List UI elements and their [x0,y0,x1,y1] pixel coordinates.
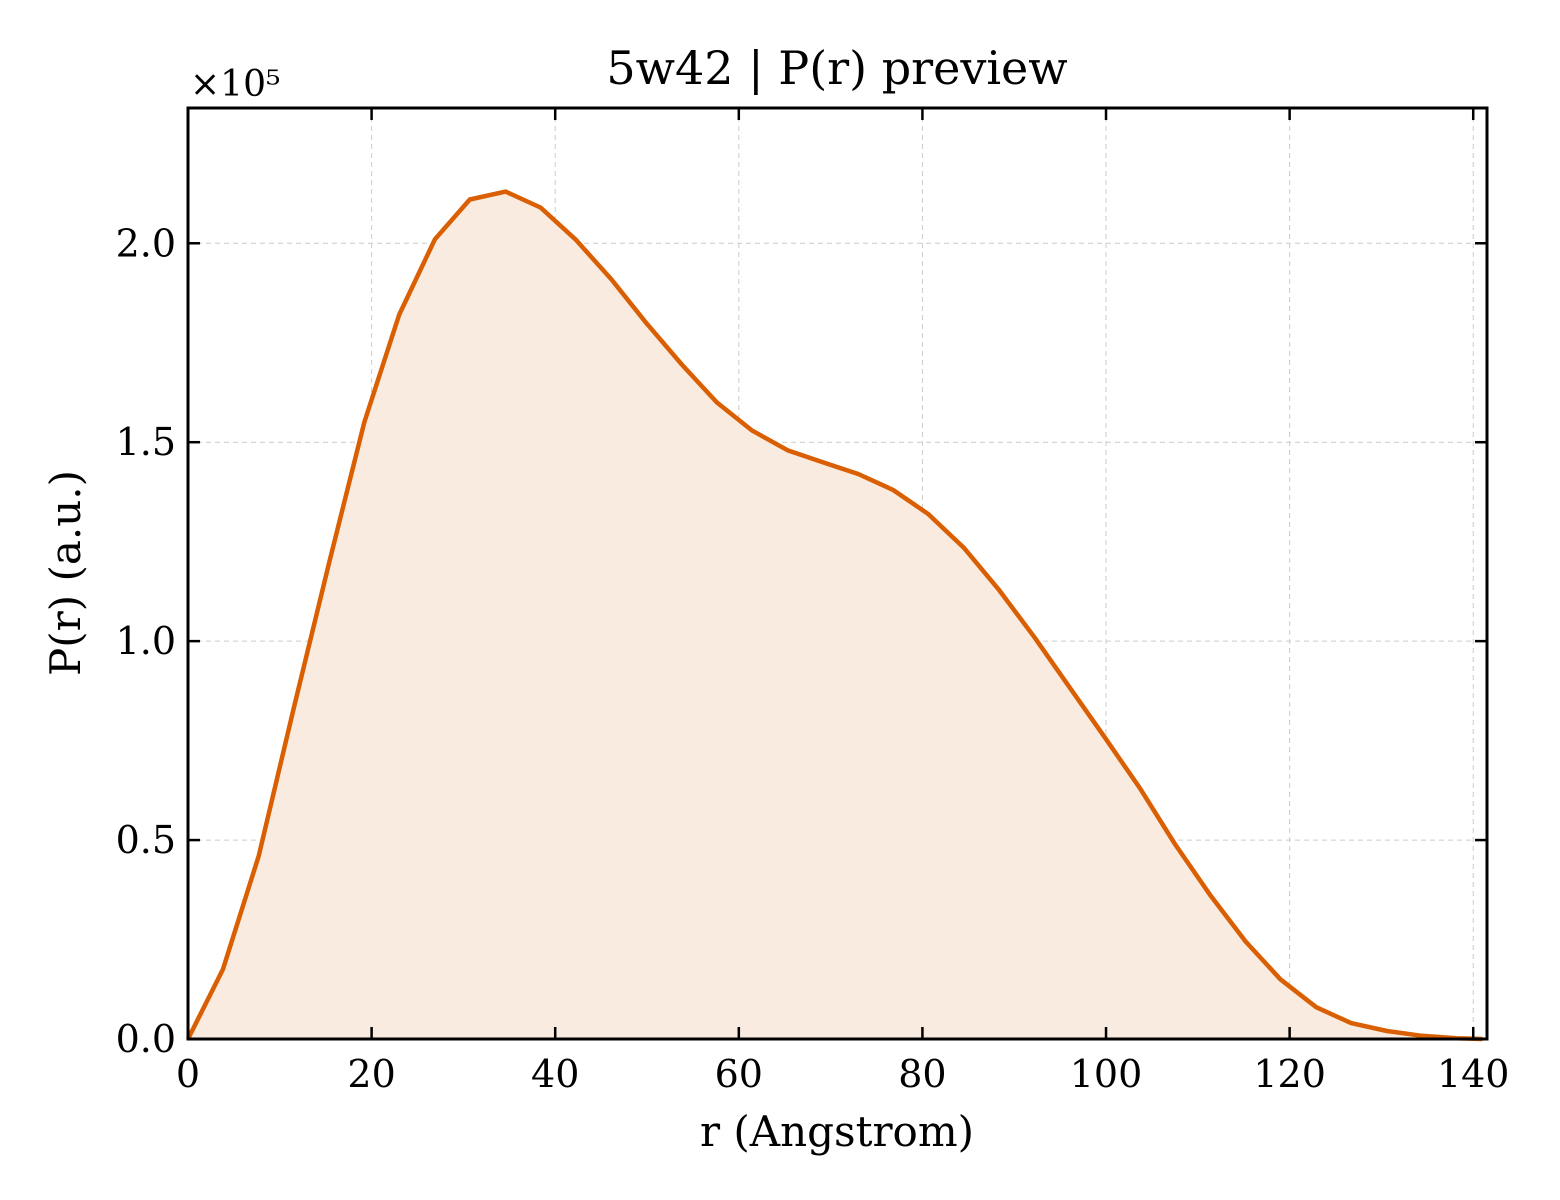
chart-title: 5w42 | P(r) preview [606,41,1067,95]
x-tick-label: 40 [531,1052,579,1096]
series-area-fill [188,191,1483,1040]
x-axis-label: r (Angstrom) [700,1107,974,1156]
x-tick-label: 80 [898,1052,946,1096]
y-tick-label: 2.0 [116,221,176,265]
x-tick-label: 120 [1253,1052,1326,1096]
y-tick-label: 1.5 [116,420,176,464]
y-tick-label: 0.5 [116,818,176,862]
x-tick-label: 100 [1070,1052,1143,1096]
plot-frame [186,106,1489,1041]
x-tick-label: 140 [1437,1052,1510,1096]
x-tick-label: 60 [715,1052,763,1096]
x-tick-label: 0 [176,1052,200,1096]
y-axis-label: P(r) (a.u.) [41,470,90,676]
ticks: 0 20 40 60 80 100 120 140 0.0 0.5 1.0 1.5 2.0 [116,108,1510,1096]
y-multiplier-label: ×10⁵ [190,64,280,105]
y-tick-label: 0.0 [116,1017,176,1061]
x-tick-label: 20 [347,1052,395,1096]
y-tick-label: 1.0 [116,619,176,663]
series-line [185,189,1483,1042]
